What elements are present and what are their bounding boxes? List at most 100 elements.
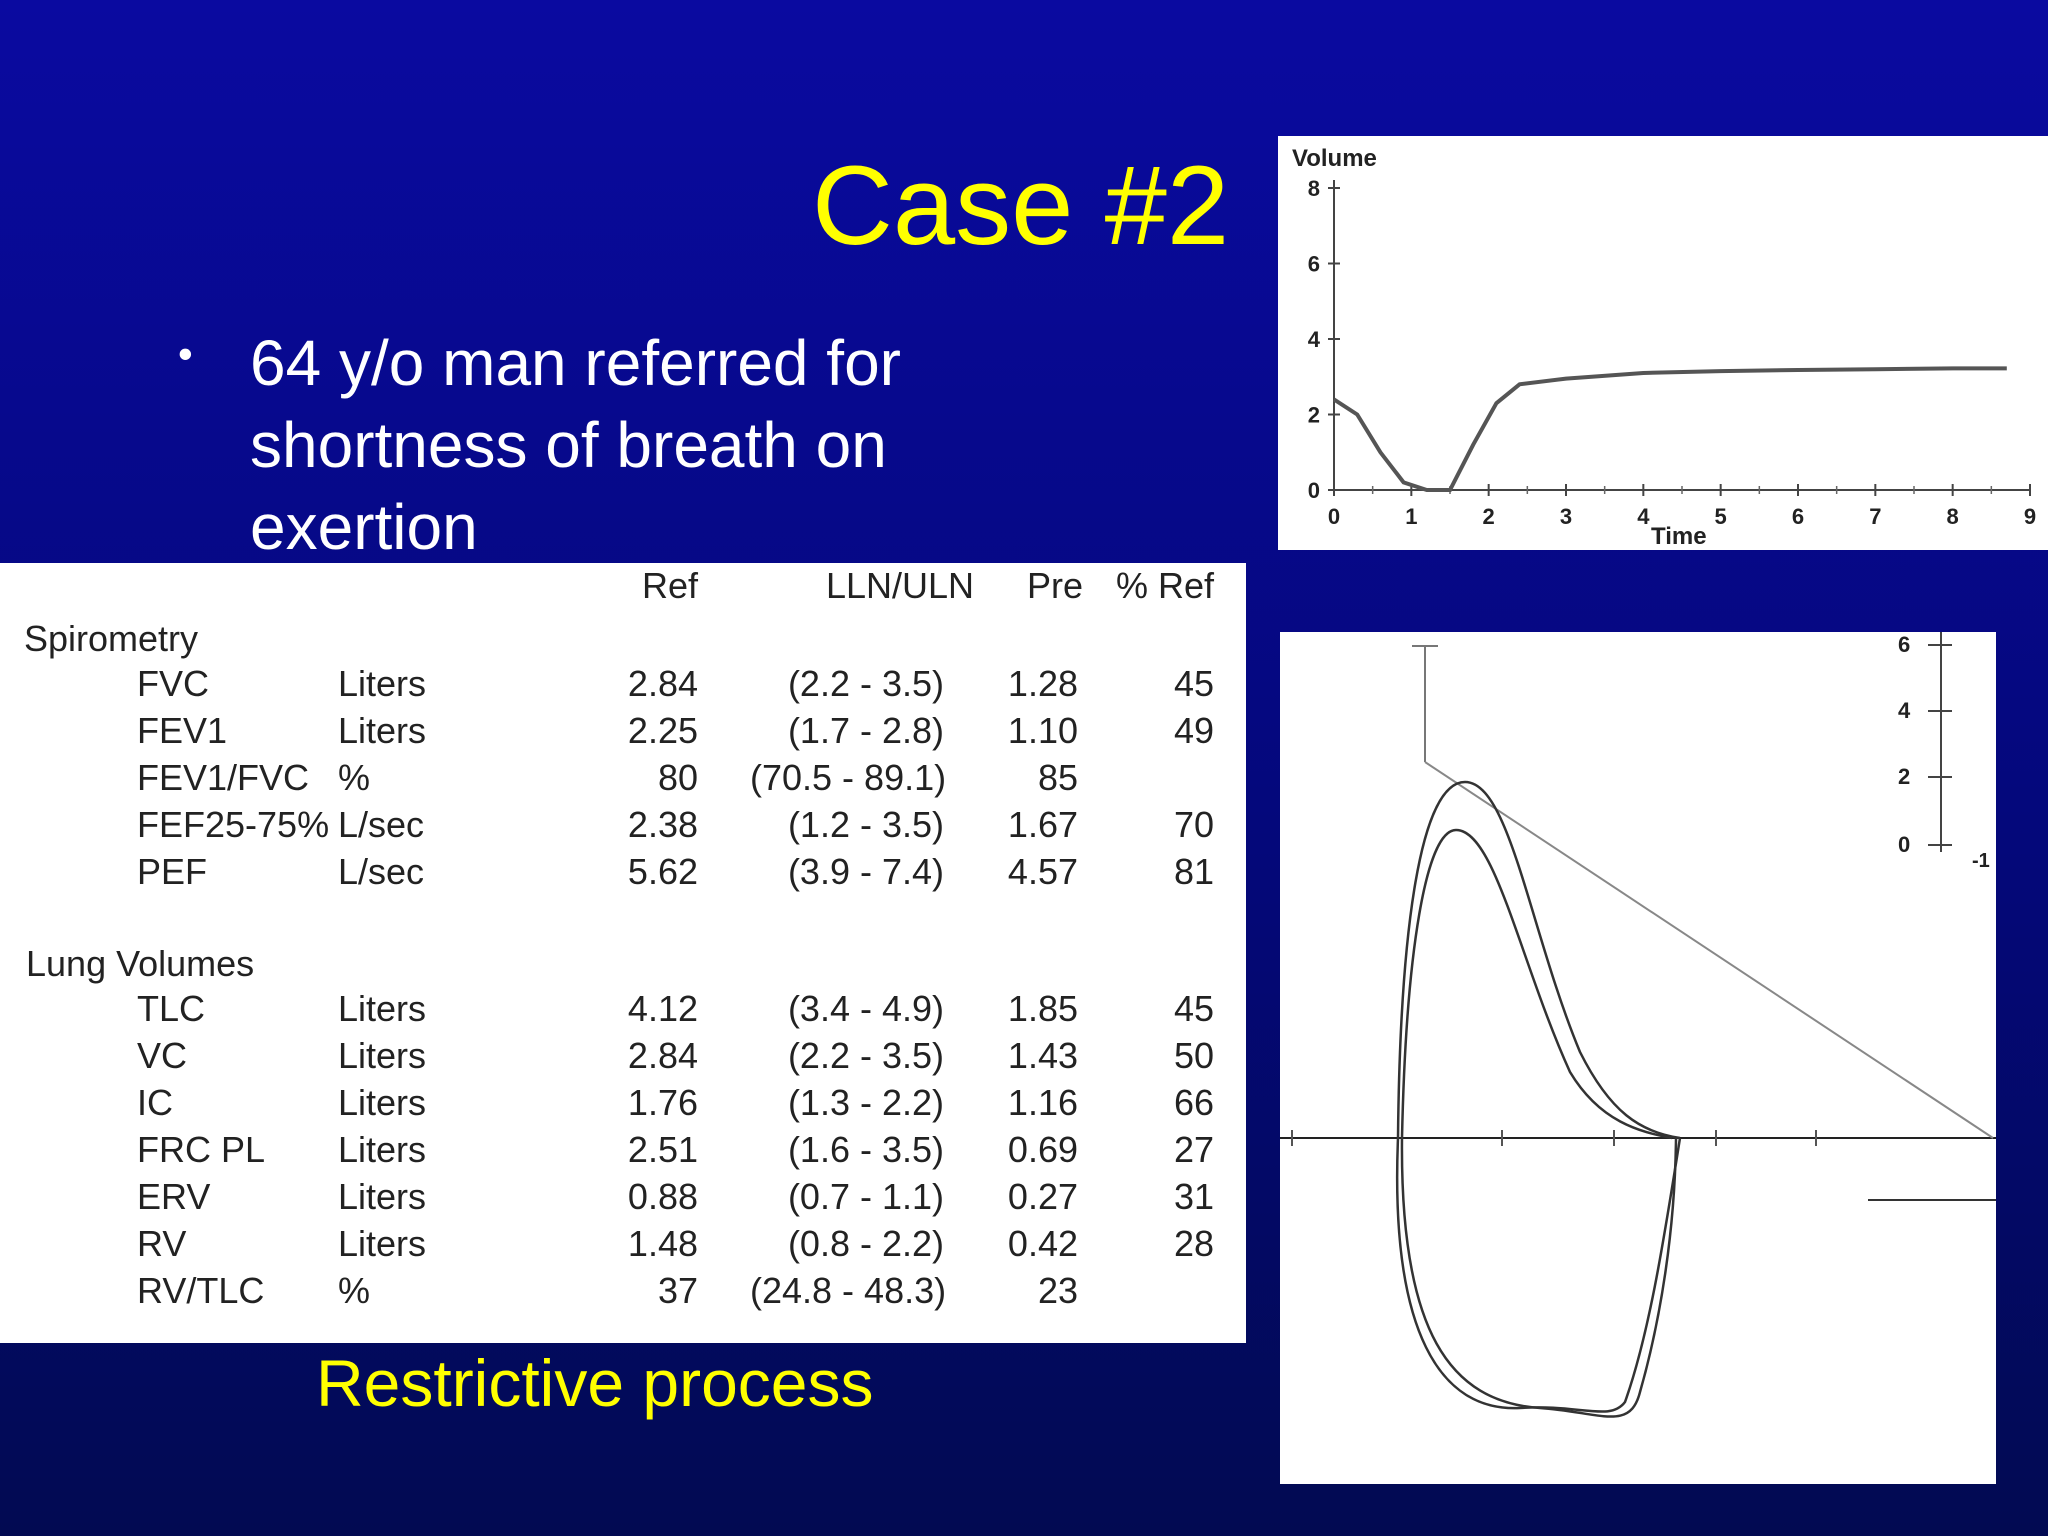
cell-parameter: ERV — [137, 1176, 211, 1217]
pft-table: Ref LLN/ULN Pre % Ref Spirometry FVC Liter… — [0, 563, 1246, 1343]
y-tick-label: 0 — [1308, 478, 1320, 503]
cell-pct-ref: 49 — [1173, 710, 1214, 751]
cell-pre: 0.69 — [1007, 1129, 1078, 1170]
header-lln-uln: LLN/ULN — [825, 565, 975, 606]
cell-range: (3.4 - 4.9) — [787, 988, 944, 1029]
cell-pct-ref: 45 — [1173, 988, 1214, 1029]
x-tick-label: 9 — [2024, 504, 2036, 529]
inspiratory-curve-2 — [1400, 1137, 1678, 1418]
cell-parameter: VC — [137, 1035, 188, 1076]
cell-ref: 80 — [657, 757, 698, 798]
cell-ref: 2.84 — [627, 663, 698, 704]
bullet-marker: • — [178, 330, 193, 377]
section-title: Spirometry — [24, 618, 199, 659]
cell-ref: 5.62 — [627, 851, 698, 892]
cell-parameter: FEV1 — [137, 710, 228, 751]
flow-volume-svg — [1280, 645, 1996, 1418]
cell-ref: 2.51 — [627, 1129, 698, 1170]
cell-parameter: FEF25-75% — [137, 804, 330, 845]
cell-pre: 1.85 — [1007, 988, 1078, 1029]
cell-pre: 1.43 — [1007, 1035, 1078, 1076]
flow-volume-y-tick-label: 6 — [1898, 632, 1911, 657]
caption: Restrictive process — [316, 1346, 874, 1420]
cell-pct-ref: 31 — [1173, 1176, 1214, 1217]
cell-parameter: FRC PL — [137, 1129, 266, 1170]
flow-volume-right-axis — [1940, 632, 1942, 852]
cell-ref: 2.84 — [627, 1035, 698, 1076]
cell-pct-ref: 28 — [1173, 1223, 1214, 1264]
y-tick-label: 8 — [1308, 176, 1320, 201]
cell-unit: Liters — [338, 1082, 427, 1123]
cell-parameter: FEV1/FVC — [137, 757, 310, 798]
cell-parameter: RV/TLC — [137, 1270, 265, 1311]
cell-pct-ref: 70 — [1173, 804, 1214, 845]
cell-pre: 85 — [1037, 757, 1078, 798]
cell-unit: % — [338, 757, 371, 798]
cell-range: (0.8 - 2.2) — [787, 1223, 944, 1264]
cell-ref: 4.12 — [627, 988, 698, 1029]
cell-range: (1.6 - 3.5) — [787, 1129, 944, 1170]
volume-time-ylabel: Volume — [1292, 145, 1377, 172]
x-tick-label: 4 — [1637, 504, 1650, 529]
cell-range: (1.7 - 2.8) — [787, 710, 944, 751]
cell-parameter: FVC — [137, 663, 209, 704]
volume-time-svg: Volume Time 8 6 4 2 00 1 2 3 4 5 6 7 8 9 — [1292, 145, 2036, 550]
header-pre: Pre — [1026, 565, 1084, 606]
cell-pre: 1.67 — [1007, 804, 1078, 845]
bullet-text: 64 y/o man referred for shortness of bre… — [250, 327, 901, 563]
predicted-slope-line — [1424, 761, 1994, 1139]
cell-ref: 1.76 — [627, 1082, 698, 1123]
cell-unit: Liters — [338, 1223, 427, 1264]
volume-time-curve — [1332, 366, 2007, 492]
cell-pre: 1.16 — [1007, 1082, 1078, 1123]
x-tick-label: 5 — [1715, 504, 1727, 529]
cell-unit: % — [338, 1270, 371, 1311]
x-tick-label: 7 — [1869, 504, 1881, 529]
slide-title: Case #2 — [812, 143, 1230, 268]
y-tick-label: 6 — [1308, 252, 1320, 277]
cell-pct-ref: 45 — [1173, 663, 1214, 704]
cell-range: (2.2 - 3.5) — [787, 663, 944, 704]
x-tick-label: 6 — [1792, 504, 1804, 529]
cell-pct-ref: 50 — [1173, 1035, 1214, 1076]
cell-unit: L/sec — [338, 851, 425, 892]
cell-unit: Liters — [338, 988, 427, 1029]
cell-range: (1.2 - 3.5) — [787, 804, 944, 845]
expiratory-curve-1 — [1396, 780, 1681, 1140]
flow-volume-y-tick-label: 4 — [1898, 698, 1911, 723]
cell-range: (0.7 - 1.1) — [787, 1176, 944, 1217]
flow-volume-y-tick-label: 2 — [1898, 764, 1911, 789]
x-tick-label: 8 — [1947, 504, 1959, 529]
inspiratory-curve-1 — [1395, 1137, 1682, 1413]
flow-volume-chart: 6 4 2 0 -1 — [1280, 632, 1996, 1484]
cell-parameter: RV — [137, 1223, 187, 1264]
cell-range: (1.3 - 2.2) — [787, 1082, 944, 1123]
cell-pre: 4.57 — [1007, 851, 1078, 892]
y-tick-label: 4 — [1308, 327, 1321, 352]
volume-time-xlabel: Time — [1651, 523, 1707, 550]
header-pct-ref: % Ref — [1115, 565, 1214, 606]
cell-unit: L/sec — [338, 804, 425, 845]
x-tick-label: 1 — [1405, 504, 1417, 529]
cell-pct-ref: 27 — [1173, 1129, 1214, 1170]
flow-volume-x-tick-label: -1 — [1972, 850, 1990, 872]
cell-unit: Liters — [338, 1176, 427, 1217]
cell-unit: Liters — [338, 663, 427, 704]
cell-unit: Liters — [338, 710, 427, 751]
cell-ref: 2.25 — [627, 710, 698, 751]
cell-pct-ref: 66 — [1173, 1082, 1214, 1123]
expiratory-curve-2 — [1400, 828, 1673, 1140]
cell-pre: 23 — [1037, 1270, 1078, 1311]
cell-pre: 0.42 — [1007, 1223, 1078, 1264]
cell-ref: 1.48 — [627, 1223, 698, 1264]
cell-parameter: IC — [137, 1082, 173, 1123]
cell-parameter: PEF — [137, 851, 208, 892]
cell-pre: 0.27 — [1007, 1176, 1078, 1217]
x-tick-label: 0 — [1328, 504, 1340, 529]
cell-range: (3.9 - 7.4) — [787, 851, 944, 892]
cell-unit: Liters — [338, 1035, 427, 1076]
cell-unit: Liters — [338, 1129, 427, 1170]
flow-volume-y-tick-label: 0 — [1898, 832, 1911, 857]
cell-pre: 1.28 — [1007, 663, 1078, 704]
